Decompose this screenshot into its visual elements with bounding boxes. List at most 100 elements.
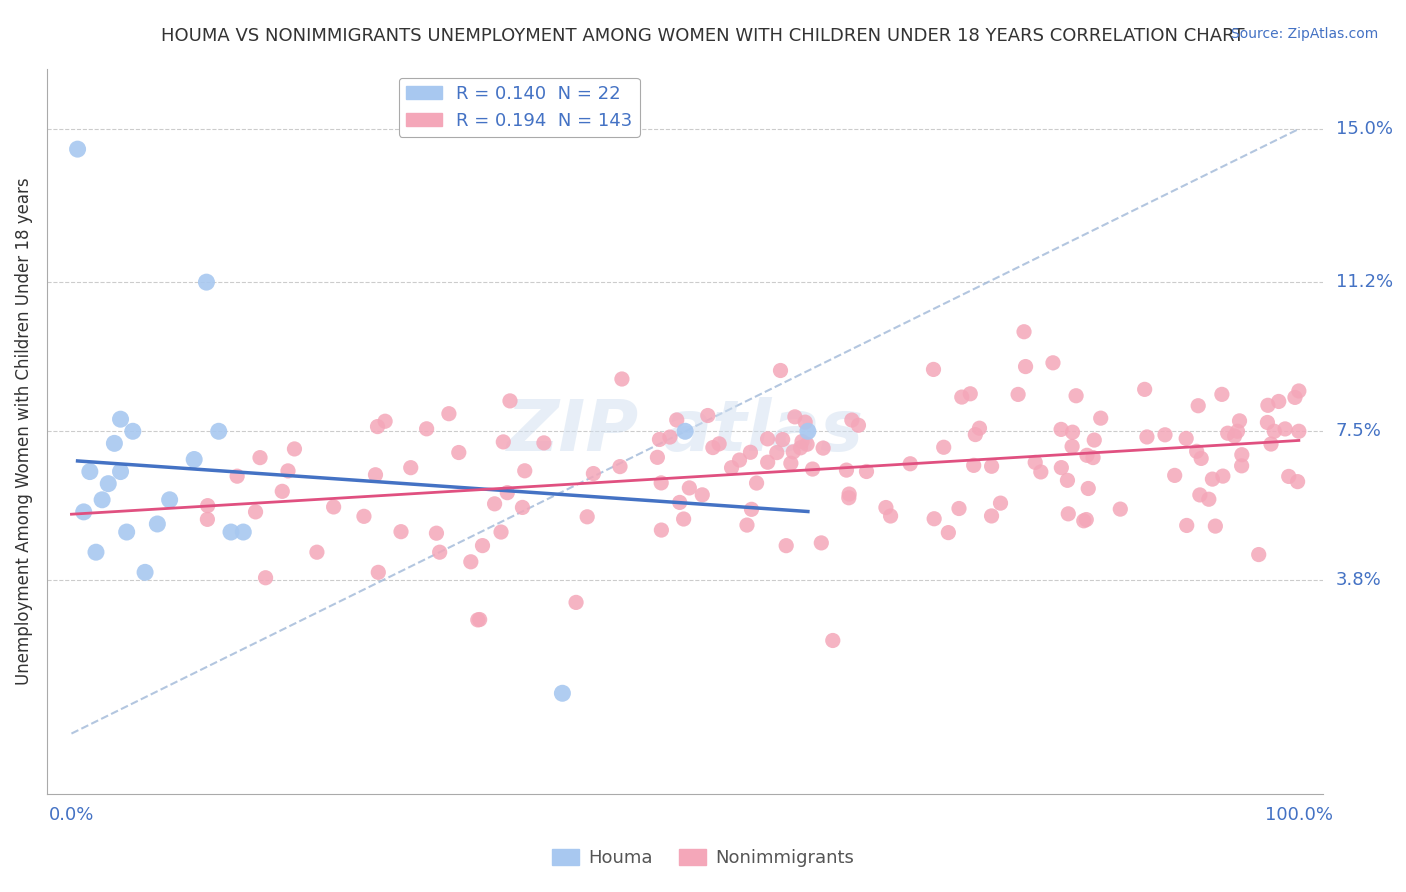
Point [756,455,779,469]
Point [821,633,844,648]
Point [783,409,806,424]
Point [226,469,249,483]
Text: 11.2%: 11.2% [1336,273,1393,291]
Point [790,434,813,449]
Point [489,524,512,539]
Point [796,437,818,451]
Point [772,433,794,447]
Point [741,502,763,516]
Y-axis label: Unemployment Among Women with Children Under 18 years: Unemployment Among Women with Children U… [15,178,32,685]
Point [499,393,522,408]
Point [1024,455,1046,469]
Point [1278,469,1301,483]
Point [1189,451,1212,466]
Text: 15.0%: 15.0% [1336,120,1393,138]
Point [254,571,277,585]
Point [565,595,588,609]
Text: 100.0%: 100.0% [1265,806,1333,824]
Point [980,459,1002,474]
Point [97,476,120,491]
Point [1077,482,1099,496]
Point [415,422,437,436]
Point [1076,448,1098,462]
Point [271,484,294,499]
Point [794,415,817,429]
Point [898,457,921,471]
Point [468,613,491,627]
Point [1136,430,1159,444]
Point [1229,414,1251,428]
Point [965,427,987,442]
Point [1230,458,1253,473]
Point [879,508,901,523]
Text: 0.0%: 0.0% [49,806,94,824]
Point [496,485,519,500]
Point [1187,399,1209,413]
Point [789,441,811,455]
Point [1188,488,1211,502]
Point [922,512,945,526]
Point [533,436,555,450]
Point [1198,492,1220,507]
Point [110,465,132,479]
Point [1073,514,1095,528]
Legend: R = 0.140  N = 22, R = 0.194  N = 143: R = 0.140 N = 22, R = 0.194 N = 143 [398,78,640,137]
Point [1247,548,1270,562]
Point [437,407,460,421]
Text: 3.8%: 3.8% [1336,572,1382,590]
Point [232,524,254,539]
Point [1062,425,1084,440]
Point [647,450,669,465]
Point [197,512,219,526]
Point [1256,416,1278,430]
Point [707,437,730,451]
Point [1042,356,1064,370]
Point [735,518,758,533]
Point [79,465,101,479]
Point [447,445,470,459]
Point [959,386,981,401]
Point [1211,387,1233,401]
Point [1133,383,1156,397]
Point [678,481,700,495]
Point [922,362,945,376]
Point [208,424,231,438]
Point [1081,450,1104,465]
Point [219,524,242,539]
Point [1014,359,1036,374]
Point [838,491,860,505]
Point [672,512,695,526]
Point [690,488,713,502]
Point [1109,502,1132,516]
Point [471,539,494,553]
Point [948,501,970,516]
Point [367,566,389,580]
Point [1062,439,1084,453]
Point [668,495,690,509]
Point [582,467,605,481]
Point [110,412,132,426]
Point [855,465,877,479]
Point [1076,512,1098,526]
Point [969,421,991,435]
Point [1226,424,1249,438]
Point [702,441,724,455]
Point [197,499,219,513]
Point [1163,468,1185,483]
Point [740,445,762,459]
Point [1230,448,1253,462]
Point [91,492,114,507]
Point [1260,437,1282,451]
Point [1050,460,1073,475]
Point [121,424,143,438]
Point [1286,475,1309,489]
Point [848,418,870,433]
Point [73,505,96,519]
Point [658,430,681,444]
Point [696,409,718,423]
Point [1175,432,1198,446]
Point [84,545,107,559]
Point [1257,398,1279,412]
Point [115,524,138,539]
Point [665,413,688,427]
